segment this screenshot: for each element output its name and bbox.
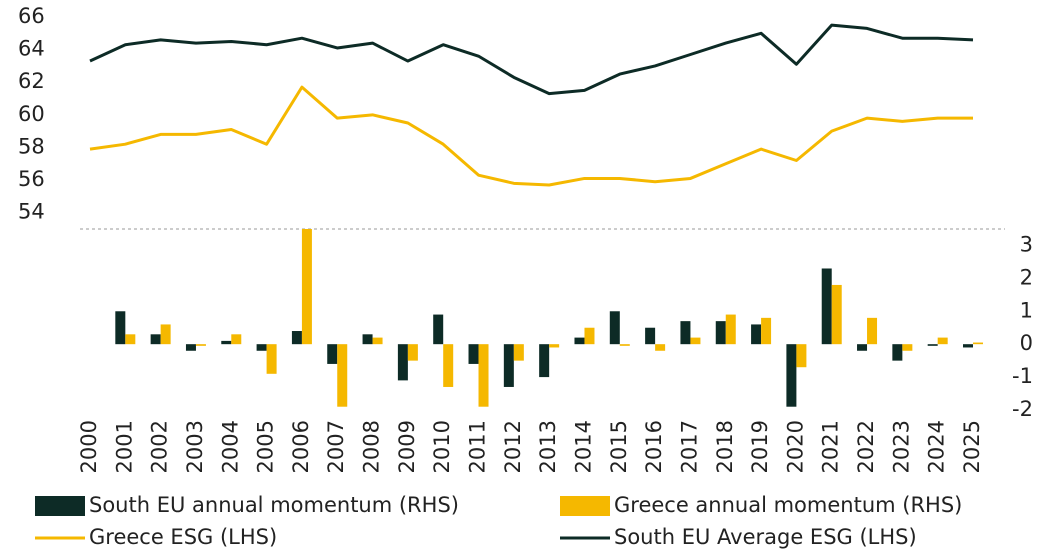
- y-tick-label: 54: [18, 200, 45, 224]
- x-tick-label: 2020: [783, 420, 807, 473]
- y-tick-label: 60: [18, 102, 45, 126]
- x-tick-label: 2001: [112, 420, 136, 473]
- bar: [125, 334, 136, 345]
- bar: [407, 344, 418, 361]
- x-tick-label: 2017: [677, 420, 701, 473]
- legend-label: Greece annual momentum (RHS): [614, 493, 962, 517]
- y-tick-label: 62: [18, 69, 45, 93]
- bar: [195, 344, 206, 346]
- y2-tick-label: 1: [1020, 298, 1033, 322]
- bar: [645, 327, 656, 345]
- bar: [291, 331, 302, 345]
- bar: [902, 344, 913, 351]
- y-tick-label: 56: [18, 167, 45, 191]
- legend-label: Greece ESG (LHS): [89, 525, 277, 549]
- bar: [690, 337, 701, 345]
- y-tick-label: 64: [18, 37, 45, 61]
- bar: [725, 314, 736, 345]
- x-tick-label: 2006: [289, 420, 313, 473]
- bar: [655, 344, 666, 351]
- bar: [973, 342, 983, 345]
- y2-tick-label: -1: [1012, 364, 1033, 388]
- bar: [619, 344, 630, 346]
- bar: [301, 229, 312, 345]
- bar: [786, 344, 797, 407]
- bar: [867, 317, 878, 345]
- bar: [963, 344, 973, 348]
- x-tick-label: 2002: [148, 420, 172, 473]
- bar: [185, 344, 196, 351]
- bar: [478, 344, 489, 407]
- x-tick-label: 2019: [748, 420, 772, 473]
- x-tick-label: 2009: [395, 420, 419, 473]
- x-tick-label: 2014: [571, 420, 595, 473]
- bar: [468, 344, 479, 364]
- bar: [761, 317, 772, 345]
- y2-tick-label: 0: [1020, 331, 1033, 355]
- x-tick-label: 2015: [607, 420, 631, 473]
- bar: [362, 334, 373, 345]
- x-tick-label: 2010: [430, 420, 454, 473]
- bar: [609, 311, 620, 345]
- x-tick-label: 2018: [713, 420, 737, 473]
- bar: [892, 344, 903, 361]
- bar: [513, 344, 524, 361]
- legend-label: South EU Average ESG (LHS): [614, 525, 917, 549]
- bar: [503, 344, 514, 387]
- y2-tick-label: 3: [1020, 232, 1033, 256]
- bar: [115, 311, 126, 345]
- bar: [337, 344, 348, 407]
- bar: [266, 344, 277, 374]
- x-tick-label: 2022: [854, 420, 878, 473]
- bar: [539, 344, 550, 378]
- x-tick-label: 2023: [889, 420, 913, 473]
- bar: [372, 337, 383, 345]
- x-tick-label: 2012: [501, 420, 525, 473]
- x-tick-label: 2008: [360, 420, 384, 473]
- legend-swatch: [35, 496, 85, 516]
- y-tick-label: 66: [18, 4, 45, 28]
- bar: [160, 324, 171, 345]
- bar: [796, 344, 807, 368]
- legend-swatch: [560, 496, 610, 516]
- bar: [751, 324, 762, 345]
- x-tick-label: 2003: [183, 420, 207, 473]
- line: [89, 85, 973, 187]
- bar: [549, 344, 560, 348]
- y2-tick-label: -2: [1012, 397, 1033, 421]
- bar: [327, 344, 338, 364]
- x-tick-label: 2024: [925, 420, 949, 473]
- bar: [397, 344, 408, 381]
- y-tick-label: 58: [18, 134, 45, 158]
- bar: [715, 321, 726, 345]
- bar: [221, 340, 232, 345]
- y2-tick-label: 2: [1020, 265, 1033, 289]
- x-tick-label: 2021: [819, 420, 843, 473]
- bar: [680, 321, 691, 345]
- line: [89, 23, 974, 96]
- x-tick-label: 2016: [642, 420, 666, 473]
- bar: [231, 334, 242, 345]
- bar: [256, 344, 267, 351]
- x-tick-label: 2007: [324, 420, 348, 473]
- x-tick-label: 2004: [218, 420, 242, 473]
- bar: [831, 284, 842, 345]
- x-tick-label: 2013: [536, 420, 560, 473]
- bar: [927, 344, 938, 346]
- bar: [443, 344, 454, 387]
- x-tick-label: 2011: [466, 420, 490, 473]
- bar: [857, 344, 868, 351]
- bar: [821, 268, 832, 345]
- bar: [150, 334, 161, 345]
- bar: [574, 337, 585, 345]
- bar: [584, 327, 595, 345]
- bar: [937, 337, 948, 345]
- legend-label: South EU annual momentum (RHS): [89, 493, 459, 517]
- x-tick-label: 2025: [960, 420, 984, 473]
- x-tick-label: 2000: [77, 420, 101, 473]
- x-tick-label: 2005: [254, 420, 278, 473]
- bar: [433, 314, 444, 345]
